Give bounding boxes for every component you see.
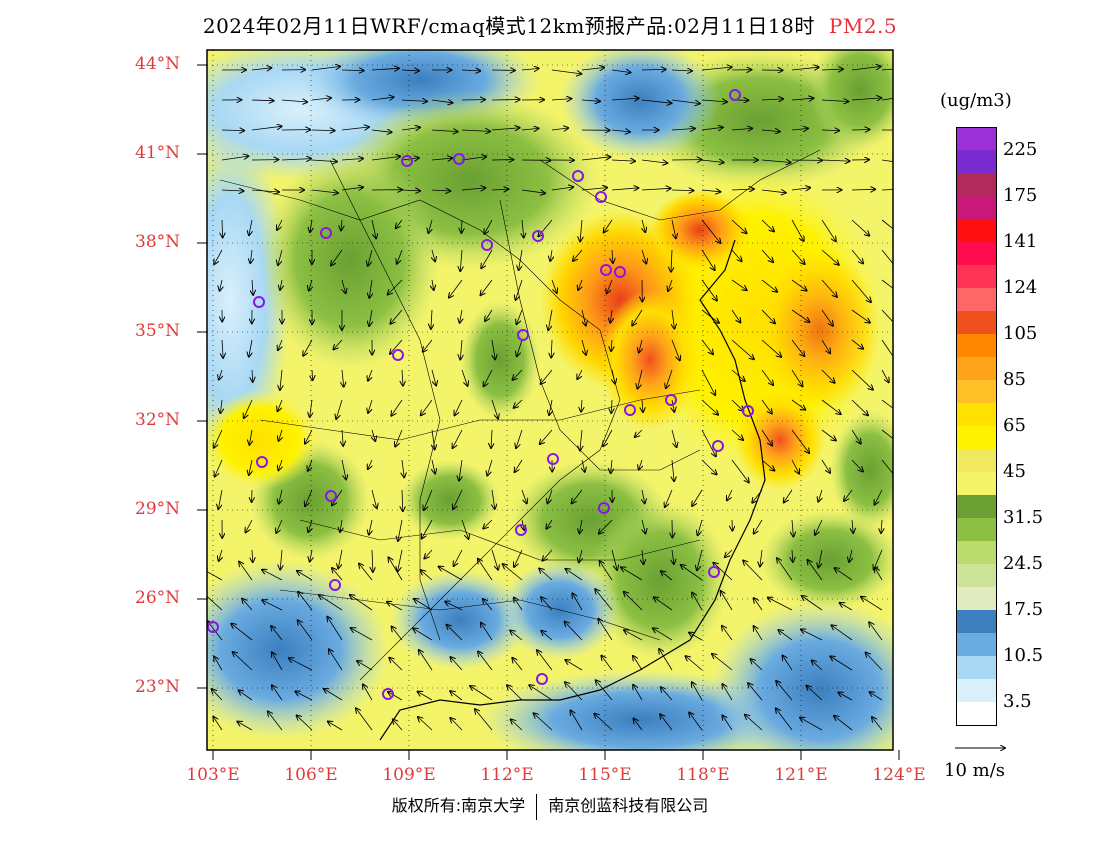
city-markers <box>207 89 754 700</box>
city-marker <box>712 440 724 452</box>
colorbar-swatch <box>956 610 997 633</box>
latitude-label: 44°N <box>135 54 181 74</box>
colorbar-label: 65 <box>1003 415 1026 436</box>
copyright-footer: 版权所有:南京大学 南京创蓝科技有限公司 <box>0 792 1100 820</box>
colorbar-swatch <box>956 196 997 219</box>
city-marker <box>481 239 493 251</box>
colorbar-swatch <box>956 150 997 173</box>
city-marker <box>600 264 612 276</box>
colorbar-swatch <box>956 219 997 242</box>
city-marker <box>382 688 394 700</box>
city-marker <box>624 404 636 416</box>
colorbar-swatch <box>956 587 997 610</box>
title-main: 2024年02月11日WRF/cmaq模式12km预报产品:02月11日18时 <box>202 14 815 38</box>
colorbar-swatch <box>956 357 997 380</box>
colorbar-swatch <box>956 265 997 288</box>
city-marker <box>256 456 268 468</box>
latitude-label: 35°N <box>135 321 181 341</box>
longitude-label: 103°E <box>186 765 240 785</box>
city-marker <box>742 405 754 417</box>
longitude-label: 106°E <box>284 765 338 785</box>
longitude-label: 112°E <box>480 765 534 785</box>
colorbar-swatch <box>956 242 997 265</box>
colorbar-swatch <box>956 472 997 495</box>
colorbar-label: 31.5 <box>1003 507 1044 528</box>
city-marker <box>708 566 720 578</box>
colorbar-swatch <box>956 679 997 702</box>
colorbar-label: 225 <box>1003 139 1038 160</box>
city-marker <box>532 230 544 242</box>
colorbar-label: 45 <box>1003 461 1026 482</box>
latitude-label: 32°N <box>135 410 181 430</box>
city-marker <box>729 89 741 101</box>
colorbar-label: 24.5 <box>1003 553 1044 574</box>
city-marker <box>536 673 548 685</box>
colorbar-label: 175 <box>1003 185 1038 206</box>
colorbar-label: 3.5 <box>1003 691 1032 712</box>
colorbar-swatch <box>956 380 997 403</box>
colorbar-swatch <box>956 656 997 679</box>
city-marker <box>392 349 404 361</box>
colorbar-swatch <box>956 564 997 587</box>
longitude-label: 109°E <box>382 765 436 785</box>
latitude-label: 23°N <box>135 677 181 697</box>
footer-right: 南京创蓝科技有限公司 <box>548 796 709 815</box>
colorbar-label: 85 <box>1003 369 1026 390</box>
latitude-label: 38°N <box>135 232 181 252</box>
city-marker <box>401 155 413 167</box>
city-marker <box>572 170 584 182</box>
colorbar-swatch <box>956 518 997 541</box>
concentration-field <box>207 50 893 750</box>
latitude-label: 29°N <box>135 499 181 519</box>
colorbar-swatch <box>956 495 997 518</box>
colorbar-label: 124 <box>1003 277 1038 298</box>
city-marker <box>253 296 265 308</box>
colorbar-label: 10.5 <box>1003 645 1044 666</box>
footer-divider <box>536 793 538 820</box>
city-marker <box>598 502 610 514</box>
colorbar-label: 141 <box>1003 231 1038 252</box>
wind-vectors <box>207 66 893 731</box>
colorbar-swatch <box>956 334 997 357</box>
city-marker <box>320 227 332 239</box>
city-marker <box>515 524 527 536</box>
city-marker <box>325 490 337 502</box>
city-marker <box>614 266 626 278</box>
city-marker <box>453 153 465 165</box>
longitude-label: 121°E <box>774 765 828 785</box>
city-marker <box>665 394 677 406</box>
colorbar-swatch <box>956 403 997 426</box>
city-marker <box>595 191 607 203</box>
longitude-label: 118°E <box>676 765 730 785</box>
colorbar-swatch <box>956 288 997 311</box>
colorbar-label: 17.5 <box>1003 599 1044 620</box>
colorbar-swatch <box>956 311 997 334</box>
longitude-label: 115°E <box>578 765 632 785</box>
latitude-label: 26°N <box>135 588 181 608</box>
colorbar-swatch <box>956 173 997 196</box>
colorbar-swatch <box>956 127 997 151</box>
city-marker <box>547 453 559 465</box>
colorbar-swatch <box>956 449 997 472</box>
wind-reference-label: 10 m/s <box>944 760 1005 781</box>
colorbar-swatch <box>956 541 997 564</box>
colorbar-label: 105 <box>1003 323 1038 344</box>
longitude-label: 124°E <box>872 765 926 785</box>
title-pollutant: PM2.5 <box>828 14 898 38</box>
city-marker <box>329 579 341 591</box>
colorbar-swatch <box>956 702 997 726</box>
latitude-label: 41°N <box>135 143 181 163</box>
plot-frame <box>206 49 894 751</box>
colorbar-swatch <box>956 426 997 449</box>
city-marker <box>207 621 219 633</box>
colorbar-swatch <box>956 633 997 656</box>
legend-unit: (ug/m3) <box>940 90 1012 111</box>
city-marker <box>517 329 529 341</box>
map-title: 2024年02月11日WRF/cmaq模式12km预报产品:02月11日18时 P… <box>0 10 1100 39</box>
footer-left: 版权所有:南京大学 <box>391 796 526 815</box>
